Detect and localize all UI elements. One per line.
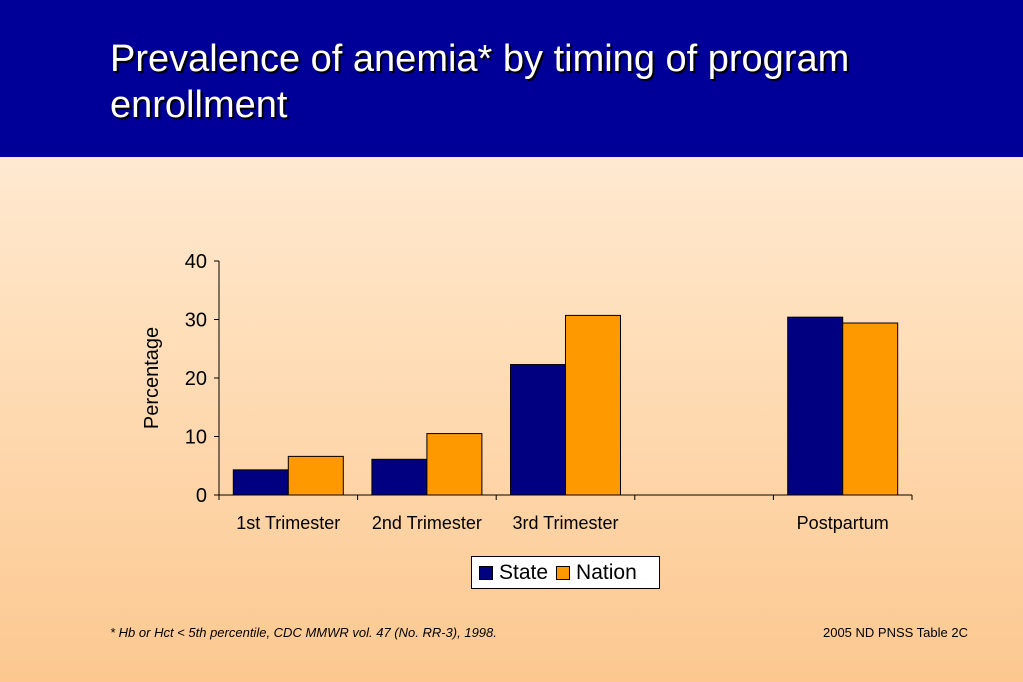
legend-label-state: State bbox=[499, 560, 549, 584]
chart-legend: State Nation bbox=[471, 556, 660, 589]
x-tick-label: 2nd Trimester bbox=[372, 513, 482, 533]
source-note: 2005 ND PNSS Table 2C bbox=[822, 625, 968, 640]
legend-swatch-nation bbox=[556, 565, 571, 580]
x-tick-label: Postpartum bbox=[797, 513, 889, 533]
x-tick-label: 1st Trimester bbox=[236, 513, 340, 533]
legend-item-state: State bbox=[479, 561, 548, 585]
y-axis-title: Percentage bbox=[141, 327, 163, 429]
bar-nation-2nd-trimester bbox=[426, 433, 483, 496]
bar-nation-3rd-trimester bbox=[565, 314, 621, 496]
footnote: * Hb or Hct < 5th percentile, CDC MMWR v… bbox=[110, 625, 497, 640]
legend-label-nation: Nation bbox=[576, 560, 637, 584]
bar-state-1st-trimester bbox=[232, 469, 289, 496]
y-tick-label: 40 bbox=[185, 251, 207, 273]
x-tick-label: 3rd Trimester bbox=[512, 513, 618, 533]
title-banner: Prevalence of anemia* by timing of progr… bbox=[0, 0, 1023, 157]
bar-state-2nd-trimester bbox=[371, 458, 428, 496]
bar-nation-postpartum bbox=[842, 322, 899, 496]
y-tick-label: 20 bbox=[185, 368, 207, 390]
y-tick-label: 30 bbox=[185, 310, 207, 332]
legend-item-nation: Nation bbox=[556, 561, 637, 585]
bar-state-postpartum bbox=[787, 316, 844, 496]
bar-nation-1st-trimester bbox=[287, 455, 344, 496]
y-tick-label: 10 bbox=[185, 427, 207, 449]
legend-swatch-state bbox=[479, 565, 493, 580]
bar-state-3rd-trimester bbox=[510, 364, 566, 496]
slide-title: Prevalence of anemia* by timing of progr… bbox=[110, 38, 850, 126]
y-tick-label: 0 bbox=[196, 485, 207, 507]
